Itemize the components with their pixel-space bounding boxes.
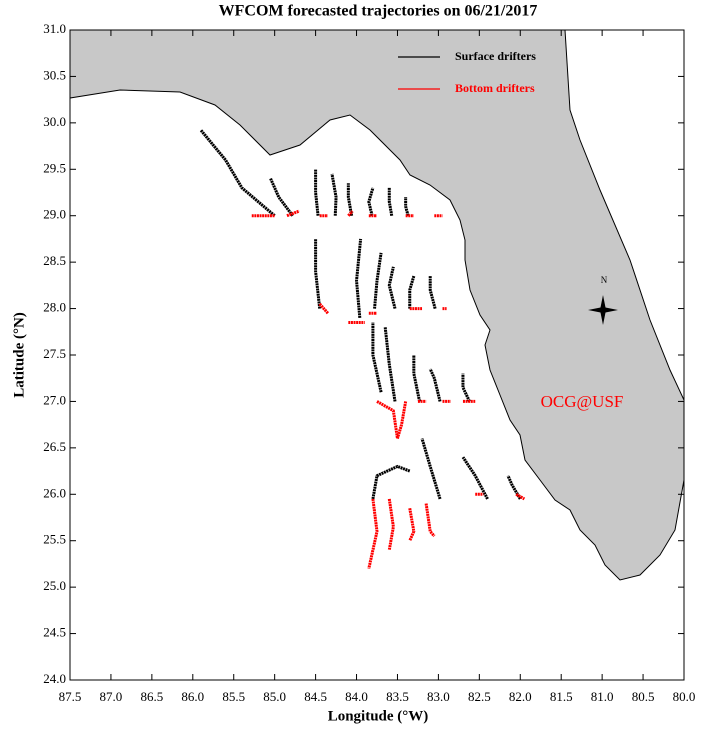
trajectory <box>387 498 395 551</box>
trajectory <box>371 464 411 500</box>
y-tick-label: 30.0 <box>43 114 66 129</box>
x-tick-label: 85.0 <box>263 689 286 704</box>
x-tick-label: 81.0 <box>591 689 614 704</box>
x-tick-label: 87.5 <box>59 689 82 704</box>
y-tick-label: 26.5 <box>43 439 66 454</box>
trajectory <box>387 266 397 309</box>
x-tick-label: 84.5 <box>304 689 327 704</box>
x-tick-label: 84.0 <box>345 689 368 704</box>
trajectory <box>461 373 471 403</box>
trajectory <box>199 129 276 217</box>
y-tick-label: 30.5 <box>43 67 66 82</box>
x-tick-label: 82.5 <box>468 689 491 704</box>
trajectory <box>355 238 363 318</box>
trajectory <box>286 209 300 218</box>
x-tick-label: 86.5 <box>140 689 163 704</box>
x-tick-label: 83.5 <box>386 689 409 704</box>
x-tick-label: 80.0 <box>673 689 696 704</box>
x-tick-label: 81.5 <box>550 689 573 704</box>
trajectory <box>367 187 375 217</box>
trajectory <box>347 210 354 217</box>
legend-label: Bottom drifters <box>455 81 535 95</box>
x-axis-label: Longitude (°W) <box>328 708 429 724</box>
y-tick-label: 27.5 <box>43 346 66 361</box>
trajectory <box>346 183 354 216</box>
trajectory <box>269 177 294 217</box>
x-tick-label: 82.0 <box>509 689 532 704</box>
trajectory <box>515 492 526 501</box>
trajectory <box>314 238 322 309</box>
trajectory <box>424 503 436 538</box>
north-label: N <box>601 275 608 285</box>
trajectory <box>396 401 408 439</box>
land <box>69 29 685 581</box>
x-tick-label: 86.0 <box>181 689 204 704</box>
trajectory <box>376 400 399 439</box>
chart-title: WFCOM forecasted trajectories on 06/21/2… <box>219 3 538 20</box>
trajectory <box>371 322 383 393</box>
x-tick-label: 83.0 <box>427 689 450 704</box>
y-tick-label: 27.0 <box>43 392 66 407</box>
trajectory <box>461 456 489 500</box>
y-tick-label: 28.0 <box>43 300 66 315</box>
trajectory <box>428 276 437 309</box>
trajectory <box>367 498 379 569</box>
y-tick-label: 24.5 <box>43 625 66 640</box>
y-tick-label: 26.0 <box>43 485 66 500</box>
y-tick-label: 25.5 <box>43 532 66 547</box>
y-tick-label: 25.0 <box>43 578 66 593</box>
x-tick-label: 85.5 <box>222 689 245 704</box>
y-tick-label: 31.0 <box>43 21 66 36</box>
trajectory <box>408 507 416 542</box>
y-axis-label: Latitude (°N) <box>11 312 27 398</box>
y-tick-label: 28.5 <box>43 253 66 268</box>
trajectory <box>373 252 383 309</box>
trajectory <box>330 173 338 216</box>
logo-text: OCG@USF <box>541 392 624 411</box>
trajectory <box>318 302 330 315</box>
trajectory <box>387 187 394 216</box>
trajectory <box>408 275 416 309</box>
trajectory <box>404 197 410 217</box>
y-tick-label: 24.0 <box>43 671 66 686</box>
compass <box>588 295 618 325</box>
x-tick-label: 80.5 <box>632 689 655 704</box>
y-tick-label: 29.5 <box>43 160 66 175</box>
trajectory <box>383 326 397 402</box>
trajectory <box>420 438 442 500</box>
trajectory <box>428 368 442 402</box>
trajectory <box>412 355 422 402</box>
x-tick-label: 87.0 <box>100 689 123 704</box>
y-tick-label: 29.0 <box>43 207 66 222</box>
legend-label: Surface drifters <box>455 49 536 63</box>
